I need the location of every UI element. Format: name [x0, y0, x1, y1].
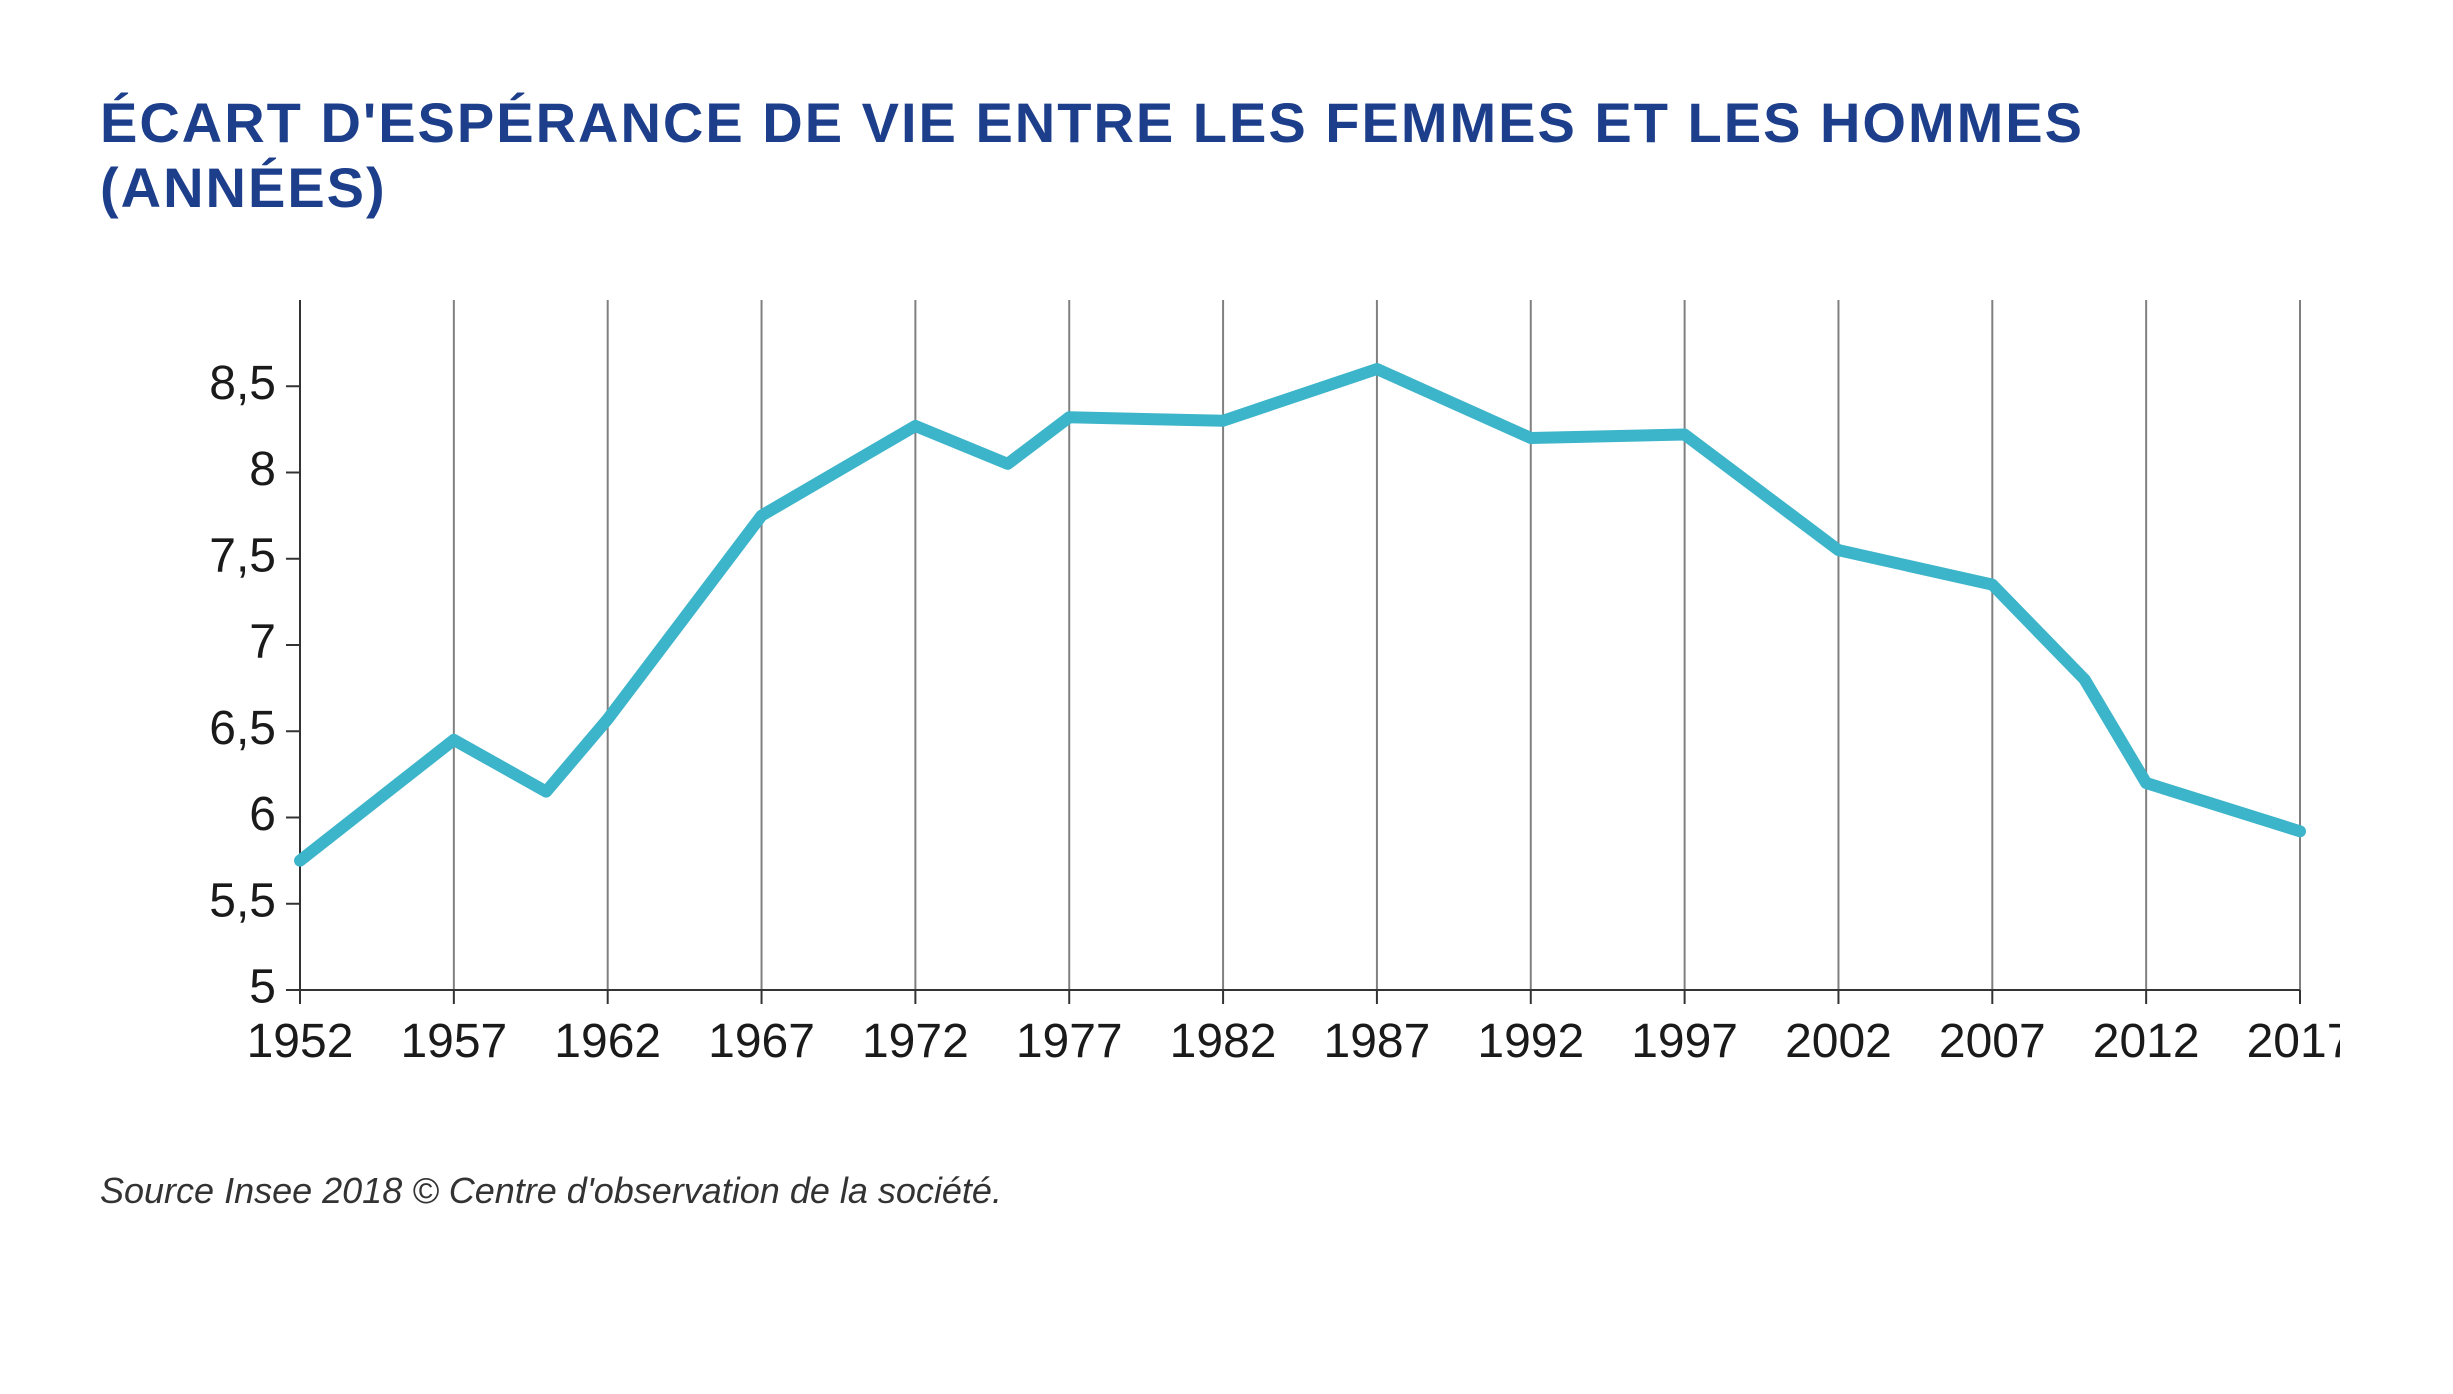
y-tick-label: 8 [249, 443, 276, 496]
y-tick-label: 7 [249, 616, 276, 669]
x-tick-label: 1977 [1016, 1015, 1123, 1068]
y-tick-label: 6 [249, 788, 276, 841]
chart-title: ÉCART D'ESPÉRANCE DE VIE ENTRE LES FEMME… [100, 90, 2353, 220]
y-tick-label: 7,5 [209, 529, 276, 582]
x-tick-label: 1967 [708, 1015, 815, 1068]
source-caption: Source Insee 2018 © Centre d'observation… [100, 1170, 2353, 1212]
x-tick-label: 2012 [2093, 1015, 2200, 1068]
x-tick-label: 1987 [1324, 1015, 1431, 1068]
x-tick-label: 2002 [1785, 1015, 1892, 1068]
x-tick-label: 1952 [247, 1015, 354, 1068]
y-tick-label: 5 [249, 961, 276, 1014]
x-tick-label: 1992 [1477, 1015, 1584, 1068]
x-tick-label: 2017 [2247, 1015, 2340, 1068]
y-tick-label: 8,5 [209, 357, 276, 410]
line-chart: 5 5,5 6 6,5 7 7,5 8 8,5 1952 1957 1962 1967 1972 1977… [140, 280, 2340, 1100]
x-tick-label: 1982 [1170, 1015, 1277, 1068]
chart-area: 5 5,5 6 6,5 7 7,5 8 8,5 1952 1957 1962 1967 1972 1977… [140, 280, 2353, 1100]
y-tick-label: 5,5 [209, 874, 276, 927]
page-container: ÉCART D'ESPÉRANCE DE VIE ENTRE LES FEMME… [0, 0, 2453, 1394]
x-tick-label: 1997 [1631, 1015, 1738, 1068]
data-line [300, 369, 2300, 861]
y-tick-label: 6,5 [209, 702, 276, 755]
x-tick-label: 1962 [554, 1015, 661, 1068]
x-tick-label: 1957 [400, 1015, 507, 1068]
x-tick-label: 1972 [862, 1015, 969, 1068]
x-tick-label: 2007 [1939, 1015, 2046, 1068]
